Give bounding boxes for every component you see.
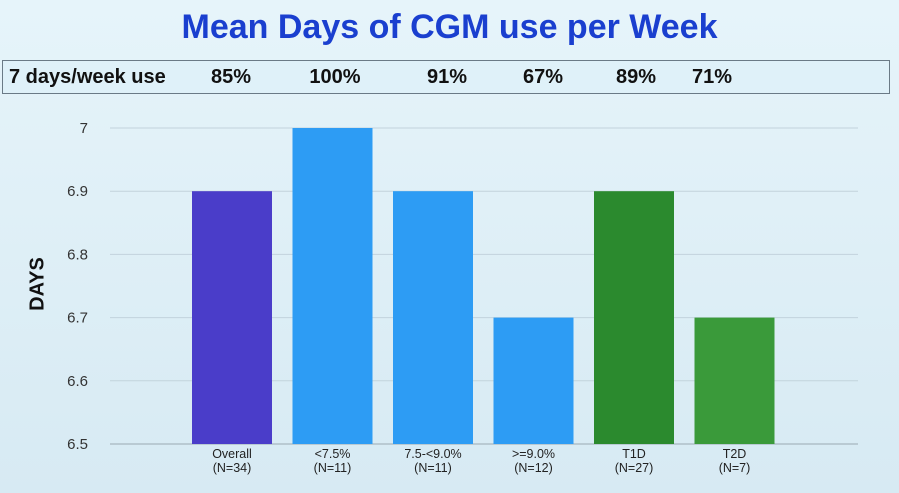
x-tick-label: (N=34) [213, 461, 252, 475]
x-tick-label: 7.5-<9.0% [404, 447, 461, 461]
weekly-use-overall: 85% [210, 66, 252, 88]
y-tick-label: 6.6 [67, 373, 88, 390]
x-tick-label: T2D [723, 447, 747, 461]
x-tick-label: (N=11) [414, 461, 452, 475]
weekly-use-label: 7 days/week use [9, 66, 166, 88]
weekly-use-lt7-5: 100% [309, 66, 361, 88]
bar [393, 191, 473, 444]
x-tick-label: T1D [622, 447, 646, 461]
bar [694, 317, 775, 444]
x-tick-label: <7.5% [315, 447, 351, 461]
weekly-use-7-5-9: 91% [426, 66, 468, 88]
weekly-use-t1d: 89% [615, 66, 657, 88]
x-tick-label: (N=11) [314, 461, 352, 475]
bar [292, 128, 373, 444]
bar [493, 317, 574, 444]
x-tick-label: >=9.0% [512, 447, 555, 461]
weekly-use-row: 7 days/week use 85% 100% 91% 67% 89% 71% [2, 60, 890, 94]
weekly-use-t2d: 71% [691, 66, 733, 88]
y-tick-label: 7 [80, 120, 88, 137]
x-tick-label: (N=27) [615, 461, 654, 475]
y-tick-label: 6.7 [67, 310, 88, 327]
y-tick-label: 6.5 [67, 436, 88, 453]
chart-title: Mean Days of CGM use per Week [181, 8, 718, 46]
weekly-use-gte9: 67% [522, 66, 564, 88]
bar [192, 191, 272, 444]
bar [594, 191, 674, 444]
x-tick-label: Overall [212, 447, 252, 461]
y-tick-label: 6.9 [67, 183, 88, 200]
y-tick-label: 6.8 [67, 246, 88, 263]
x-tick-label: (N=7) [719, 461, 751, 475]
x-tick-label: (N=12) [514, 461, 553, 475]
